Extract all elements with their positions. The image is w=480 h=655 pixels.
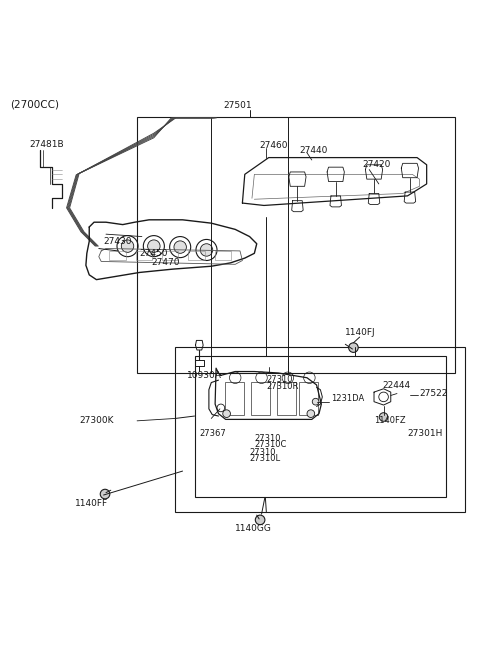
Circle shape xyxy=(379,413,388,421)
Text: 27310C: 27310C xyxy=(254,440,287,449)
Text: 27522: 27522 xyxy=(419,389,447,398)
Circle shape xyxy=(121,240,134,252)
Text: 27450: 27450 xyxy=(140,249,168,258)
Text: 27430: 27430 xyxy=(103,237,132,246)
Circle shape xyxy=(348,343,358,352)
Text: 1140FZ: 1140FZ xyxy=(374,417,406,425)
Text: 27470: 27470 xyxy=(152,258,180,267)
Circle shape xyxy=(100,489,110,499)
Text: 27310: 27310 xyxy=(254,434,281,443)
Bar xyxy=(162,251,178,259)
Bar xyxy=(251,382,270,415)
Text: 27310: 27310 xyxy=(250,448,276,457)
Circle shape xyxy=(200,244,213,256)
Bar xyxy=(137,117,456,373)
Text: 27481B: 27481B xyxy=(29,140,64,149)
Bar xyxy=(136,251,152,259)
Bar xyxy=(215,251,231,259)
Text: 27460: 27460 xyxy=(259,141,288,150)
Text: 27440: 27440 xyxy=(300,146,328,155)
Bar xyxy=(299,382,318,415)
Text: (2700CC): (2700CC) xyxy=(10,100,59,109)
Text: 27310R: 27310R xyxy=(266,382,299,390)
Circle shape xyxy=(223,410,230,417)
Text: 27501: 27501 xyxy=(223,102,252,111)
Circle shape xyxy=(312,398,319,405)
Text: 27310L: 27310L xyxy=(250,455,281,463)
Text: 27301H: 27301H xyxy=(408,429,443,438)
Circle shape xyxy=(174,241,186,253)
Text: 27367: 27367 xyxy=(199,429,226,438)
Text: 27300K: 27300K xyxy=(80,417,114,425)
Bar xyxy=(188,251,204,259)
Circle shape xyxy=(307,410,315,417)
Text: 1140GG: 1140GG xyxy=(235,524,272,533)
Bar xyxy=(175,346,465,512)
Bar xyxy=(277,382,297,415)
Text: 22444: 22444 xyxy=(383,381,411,390)
Text: 10930A: 10930A xyxy=(187,371,222,380)
Circle shape xyxy=(148,240,160,252)
Text: 1140FF: 1140FF xyxy=(75,498,108,508)
Text: 1140FJ: 1140FJ xyxy=(345,328,376,337)
Bar xyxy=(109,251,126,259)
Text: 27310: 27310 xyxy=(266,375,293,384)
Bar xyxy=(225,382,244,415)
Bar xyxy=(194,356,446,497)
Text: 27420: 27420 xyxy=(362,160,390,169)
Text: 1231DA: 1231DA xyxy=(331,394,364,403)
Circle shape xyxy=(255,515,265,525)
